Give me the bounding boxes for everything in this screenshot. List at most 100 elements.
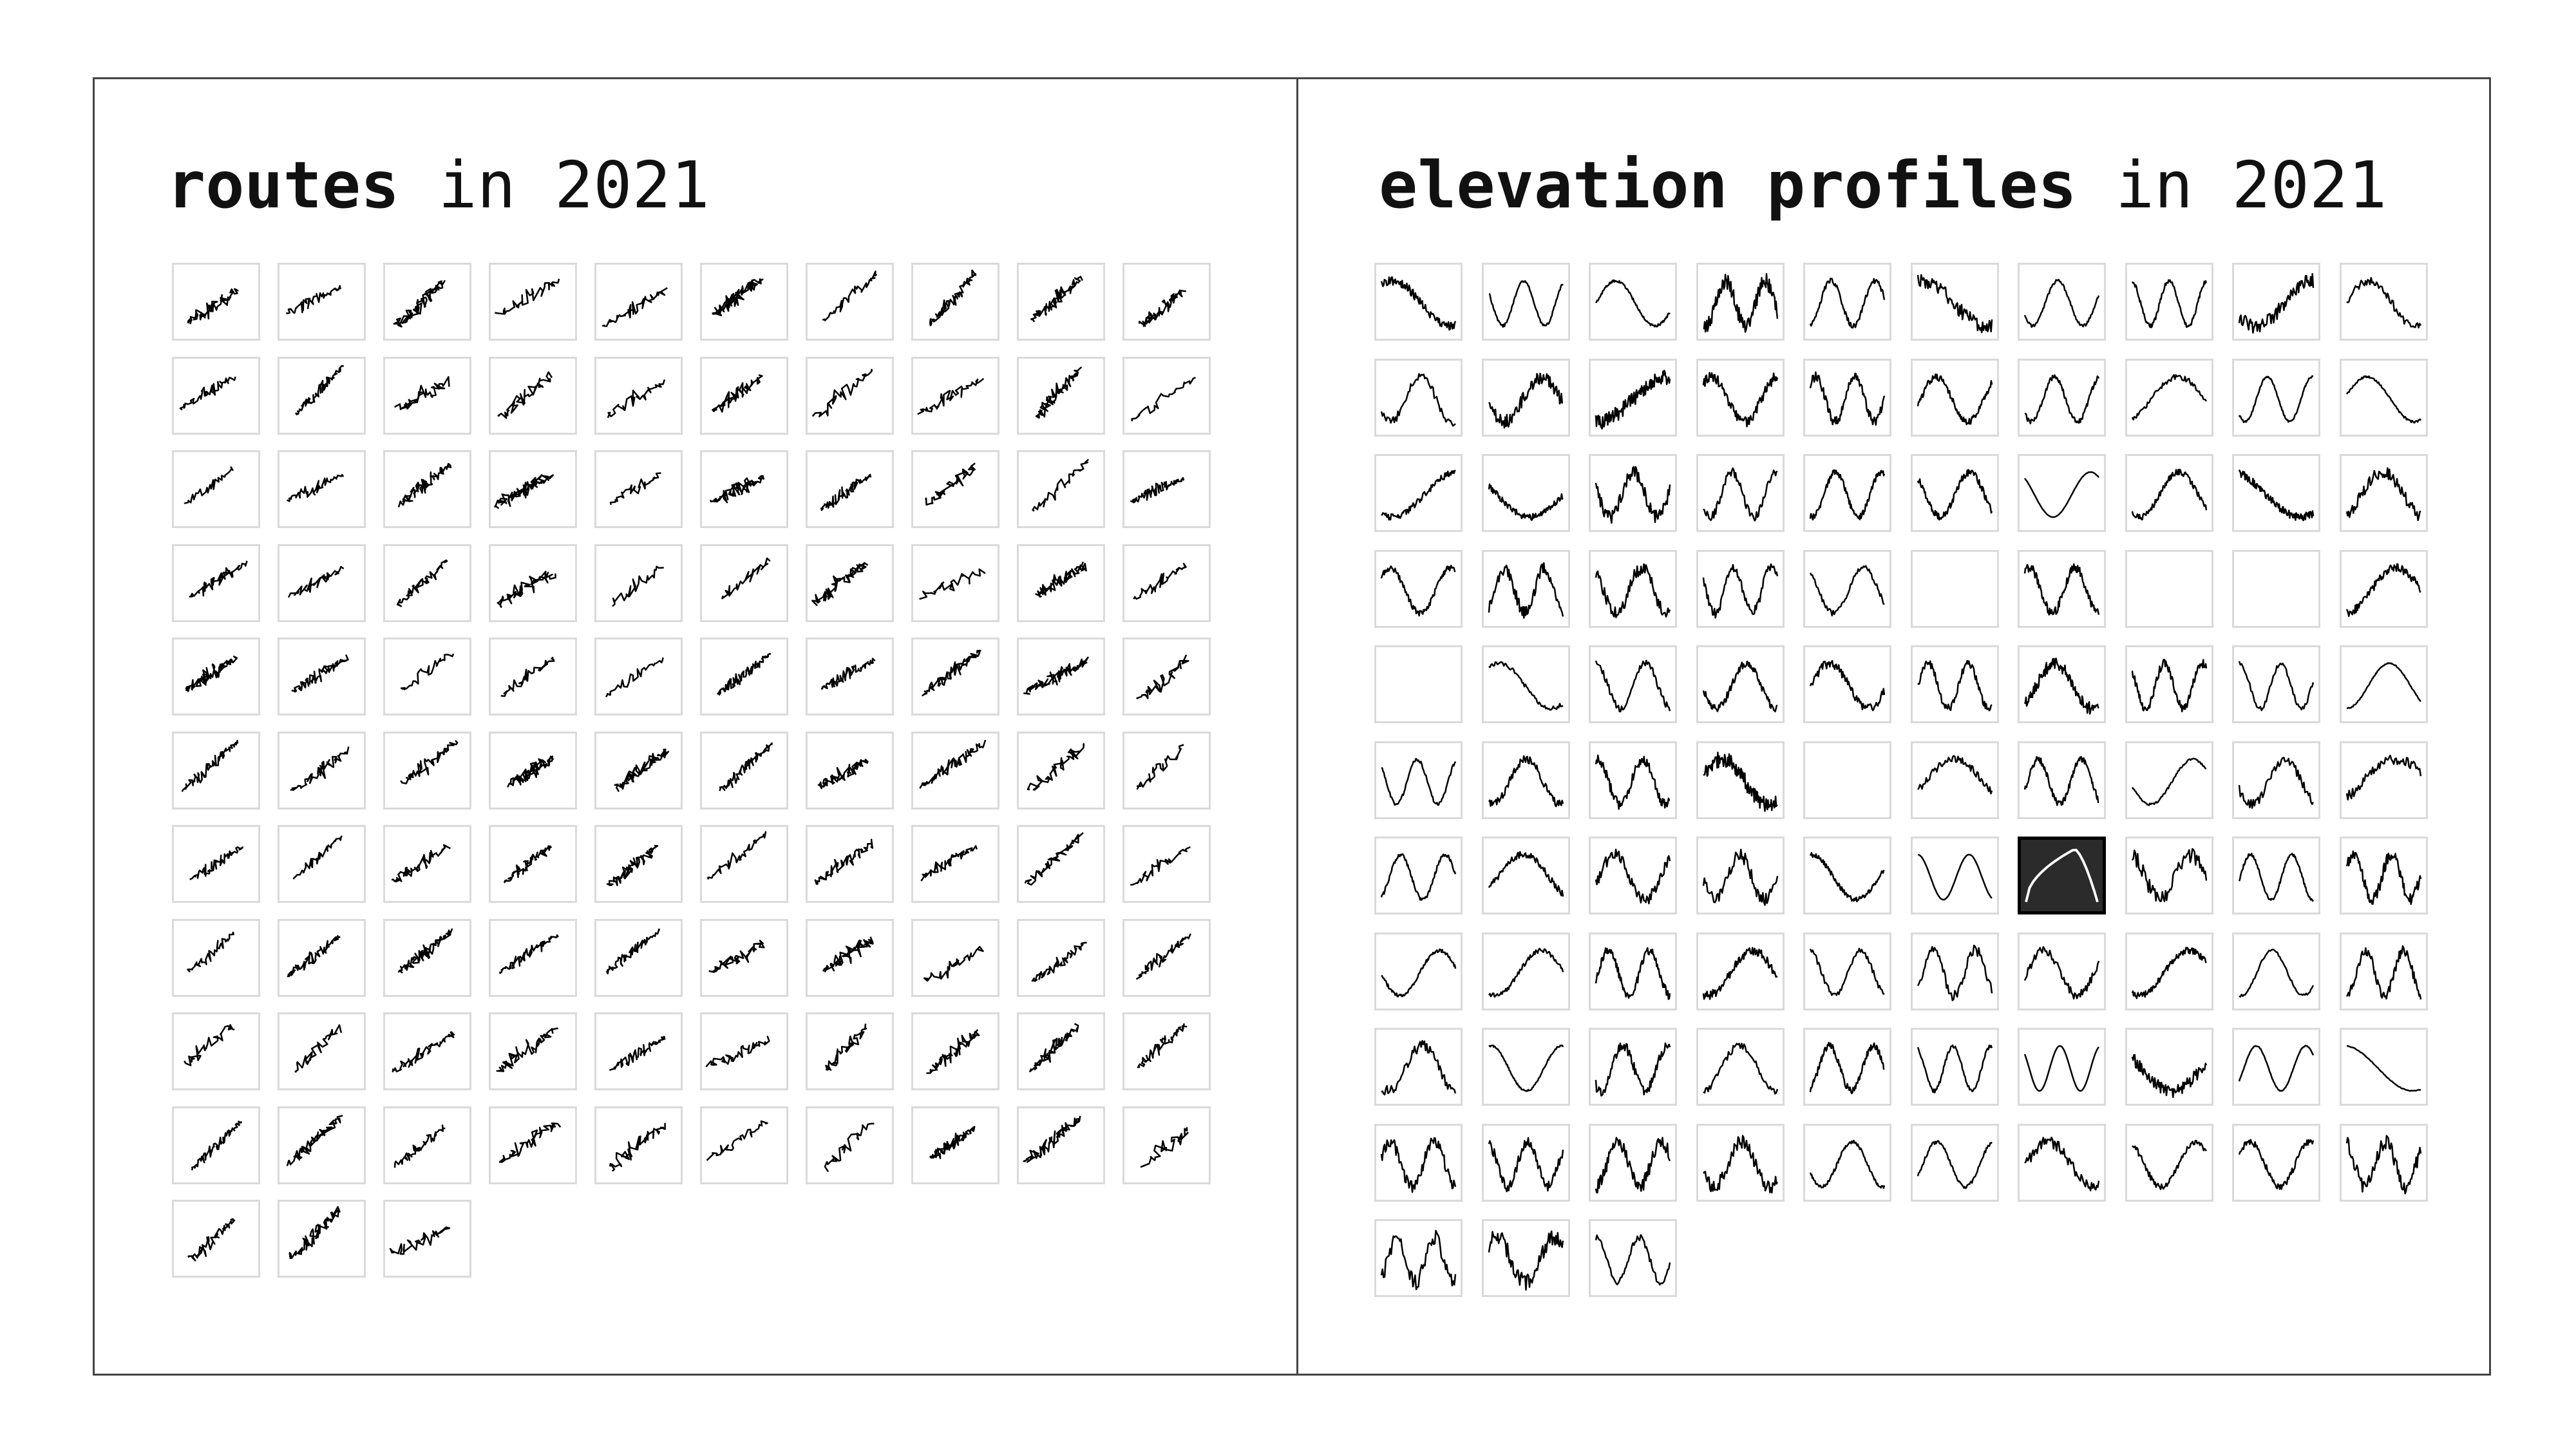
- route-tile[interactable]: [700, 918, 788, 997]
- route-tile[interactable]: [1122, 638, 1211, 715]
- route-tile[interactable]: [278, 356, 366, 435]
- route-tile[interactable]: [172, 638, 260, 715]
- elevation-tile[interactable]: [1481, 645, 1570, 723]
- elevation-tile[interactable]: [1374, 837, 1463, 914]
- elevation-tile[interactable]: [2018, 454, 2106, 532]
- route-tile[interactable]: [383, 1012, 471, 1090]
- route-tile[interactable]: [700, 1106, 788, 1184]
- route-tile[interactable]: [489, 638, 577, 715]
- elevation-tile[interactable]: [1481, 932, 1570, 1010]
- elevation-tile[interactable]: [1589, 741, 1677, 819]
- elevation-tile[interactable]: [1374, 549, 1463, 628]
- route-tile[interactable]: [489, 1012, 577, 1090]
- route-tile[interactable]: [1017, 918, 1105, 997]
- elevation-tile[interactable]: [1589, 932, 1677, 1010]
- elevation-tile[interactable]: [1696, 1028, 1785, 1106]
- elevation-tile[interactable]: [1696, 263, 1785, 341]
- elevation-tile[interactable]: [1696, 549, 1785, 628]
- elevation-tile[interactable]: [2339, 549, 2428, 628]
- elevation-tile[interactable]: [1696, 645, 1785, 723]
- elevation-tile[interactable]: [1374, 1219, 1463, 1297]
- elevation-tile[interactable]: [1910, 263, 1999, 341]
- route-tile[interactable]: [489, 356, 577, 435]
- elevation-tile[interactable]: [1481, 837, 1570, 914]
- elevation-tile[interactable]: [2125, 1123, 2213, 1202]
- elevation-tile[interactable]: [2232, 358, 2320, 437]
- route-tile[interactable]: [911, 731, 999, 810]
- route-tile[interactable]: [594, 450, 683, 528]
- route-tile[interactable]: [806, 263, 894, 341]
- elevation-tile[interactable]: [2125, 358, 2213, 437]
- elevation-tile[interactable]: [1696, 932, 1785, 1010]
- elevation-tile[interactable]: [1803, 358, 1891, 437]
- route-tile[interactable]: [278, 638, 366, 715]
- route-tile[interactable]: [911, 263, 999, 341]
- elevation-tile[interactable]: [1803, 1123, 1891, 1202]
- elevation-tile[interactable]: [2125, 837, 2213, 914]
- route-tile[interactable]: [383, 825, 471, 903]
- elevation-tile[interactable]: [1481, 358, 1570, 437]
- elevation-tile[interactable]: [1481, 741, 1570, 819]
- elevation-tile[interactable]: [1589, 645, 1677, 723]
- elevation-tile[interactable]: [1374, 454, 1463, 532]
- elevation-tile[interactable]: [1910, 1123, 1999, 1202]
- route-tile[interactable]: [911, 450, 999, 528]
- route-tile[interactable]: [489, 918, 577, 997]
- elevation-tile[interactable]: [1910, 1028, 1999, 1106]
- elevation-tile[interactable]: [1910, 549, 1999, 628]
- elevation-tile[interactable]: [1696, 1123, 1785, 1202]
- route-tile[interactable]: [1017, 1012, 1105, 1090]
- elevation-tile[interactable]: [1589, 358, 1677, 437]
- elevation-tile[interactable]: [1481, 454, 1570, 532]
- elevation-tile[interactable]: [1589, 1123, 1677, 1202]
- elevation-tile[interactable]: [2125, 645, 2213, 723]
- route-tile[interactable]: [1017, 356, 1105, 435]
- route-tile[interactable]: [911, 1012, 999, 1090]
- route-tile[interactable]: [806, 1012, 894, 1090]
- route-tile[interactable]: [278, 544, 366, 622]
- elevation-tile[interactable]: [2018, 837, 2106, 914]
- elevation-tile[interactable]: [1803, 454, 1891, 532]
- elevation-tile[interactable]: [2339, 263, 2428, 341]
- route-tile[interactable]: [489, 263, 577, 341]
- route-tile[interactable]: [172, 1200, 260, 1278]
- route-tile[interactable]: [911, 918, 999, 997]
- elevation-tile[interactable]: [1589, 454, 1677, 532]
- elevation-tile[interactable]: [2125, 454, 2213, 532]
- elevation-tile[interactable]: [1589, 1219, 1677, 1297]
- route-tile[interactable]: [594, 356, 683, 435]
- elevation-tile[interactable]: [2232, 932, 2320, 1010]
- route-tile[interactable]: [489, 544, 577, 622]
- route-tile[interactable]: [383, 356, 471, 435]
- route-tile[interactable]: [172, 544, 260, 622]
- route-tile[interactable]: [489, 450, 577, 528]
- route-tile[interactable]: [1122, 1012, 1211, 1090]
- route-tile[interactable]: [1122, 918, 1211, 997]
- elevation-tile[interactable]: [1481, 1028, 1570, 1106]
- route-tile[interactable]: [172, 825, 260, 903]
- route-tile[interactable]: [1017, 1106, 1105, 1184]
- route-tile[interactable]: [594, 1106, 683, 1184]
- route-tile[interactable]: [806, 918, 894, 997]
- route-tile[interactable]: [278, 825, 366, 903]
- route-tile[interactable]: [278, 1012, 366, 1090]
- elevation-tile[interactable]: [1696, 358, 1785, 437]
- route-tile[interactable]: [489, 825, 577, 903]
- elevation-tile[interactable]: [2125, 932, 2213, 1010]
- elevation-tile[interactable]: [1481, 1219, 1570, 1297]
- route-tile[interactable]: [700, 450, 788, 528]
- route-tile[interactable]: [594, 731, 683, 810]
- route-tile[interactable]: [1122, 731, 1211, 810]
- elevation-tile[interactable]: [1374, 932, 1463, 1010]
- elevation-tile[interactable]: [2018, 358, 2106, 437]
- route-tile[interactable]: [594, 638, 683, 715]
- elevation-tile[interactable]: [2125, 263, 2213, 341]
- elevation-tile[interactable]: [2018, 645, 2106, 723]
- route-tile[interactable]: [911, 1106, 999, 1184]
- elevation-tile[interactable]: [2232, 263, 2320, 341]
- route-tile[interactable]: [806, 356, 894, 435]
- route-tile[interactable]: [700, 731, 788, 810]
- elevation-tile[interactable]: [2018, 549, 2106, 628]
- elevation-tile[interactable]: [2018, 741, 2106, 819]
- elevation-tile[interactable]: [1374, 263, 1463, 341]
